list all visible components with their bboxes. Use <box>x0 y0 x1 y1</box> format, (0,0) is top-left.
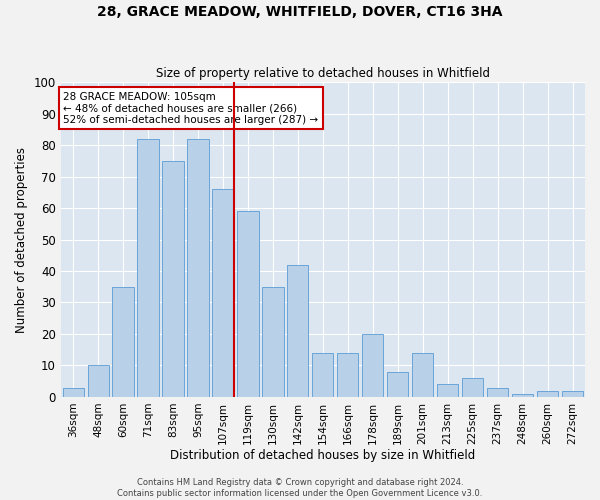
Bar <box>187 138 209 397</box>
Bar <box>238 211 259 397</box>
Text: 28 GRACE MEADOW: 105sqm
← 48% of detached houses are smaller (266)
52% of semi-d: 28 GRACE MEADOW: 105sqm ← 48% of detache… <box>63 92 319 124</box>
Bar <box>412 353 433 397</box>
Bar <box>262 286 284 397</box>
Bar <box>512 394 533 397</box>
Bar <box>462 378 483 397</box>
Bar <box>562 390 583 397</box>
Bar <box>88 366 109 397</box>
Text: Contains HM Land Registry data © Crown copyright and database right 2024.
Contai: Contains HM Land Registry data © Crown c… <box>118 478 482 498</box>
Y-axis label: Number of detached properties: Number of detached properties <box>15 146 28 332</box>
Bar <box>362 334 383 397</box>
Bar <box>437 384 458 397</box>
Bar <box>287 264 308 397</box>
Bar <box>212 189 233 397</box>
Bar <box>112 286 134 397</box>
Bar <box>537 390 558 397</box>
Bar <box>487 388 508 397</box>
Bar <box>387 372 409 397</box>
X-axis label: Distribution of detached houses by size in Whitfield: Distribution of detached houses by size … <box>170 450 475 462</box>
Bar <box>137 138 158 397</box>
Bar <box>312 353 334 397</box>
Bar <box>337 353 358 397</box>
Bar <box>163 161 184 397</box>
Bar <box>62 388 84 397</box>
Title: Size of property relative to detached houses in Whitfield: Size of property relative to detached ho… <box>156 66 490 80</box>
Text: 28, GRACE MEADOW, WHITFIELD, DOVER, CT16 3HA: 28, GRACE MEADOW, WHITFIELD, DOVER, CT16… <box>97 5 503 19</box>
